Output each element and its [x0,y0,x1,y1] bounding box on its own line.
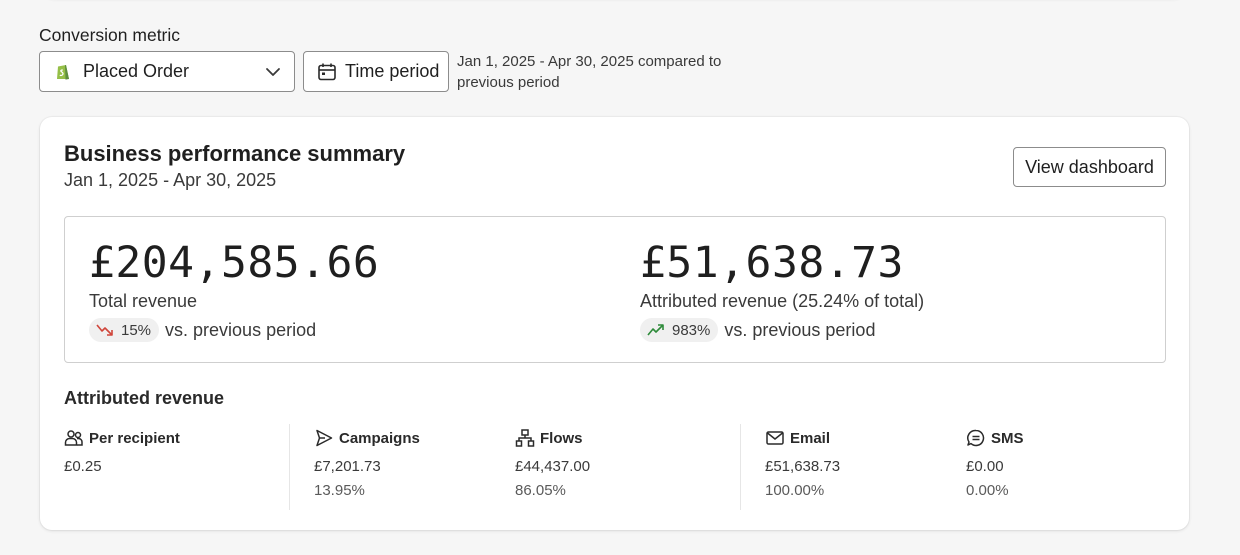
column-divider [740,424,741,510]
conversion-metric-label: Conversion metric [39,25,181,45]
shopify-icon [53,62,73,82]
column-per-recipient: Per recipient £0.25 [64,424,180,510]
total-revenue-delta: 15% vs. previous period [89,318,379,342]
column-value: £7,201.73 [314,458,381,475]
card-date-range: Jan 1, 2025 - Apr 30, 2025 [64,170,277,190]
chevron-down-icon [264,63,282,81]
column-value: £0.00 [966,458,1004,475]
column-value: £51,638.73 [765,458,841,475]
trend-down-icon [96,324,113,336]
view-dashboard-button[interactable]: View dashboard [1013,147,1166,187]
attributed-revenue-breakdown: Per recipient £0.25 Campaigns £7,201.73 [64,424,1166,510]
column-divider [289,424,290,510]
attributed-revenue-value: £51,638.73 [640,238,904,288]
attributed-revenue-metric: £51,638.73 Attributed revenue (25.24% of… [640,237,924,342]
column-label: Email [790,429,831,447]
change-value: 15% [121,321,152,339]
revenue-metrics-box: £204,585.66 Total revenue 15% vs. previo… [64,216,1166,363]
total-revenue-value: £204,585.66 [89,238,380,288]
column-label: Per recipient [89,429,180,447]
attributed-revenue-heading: Attributed revenue [64,388,225,408]
comparison-text: vs. previous period [165,319,317,340]
column-label: SMS [991,429,1024,447]
flow-icon [515,428,535,448]
mail-icon [765,428,785,448]
time-period-button[interactable]: Time period [303,51,449,92]
date-range-comparison-note: Jan 1, 2025 - Apr 30, 2025 compared to p… [457,53,722,91]
column-label: Flows [540,429,583,447]
attributed-revenue-label: Attributed revenue (25.24% of total) [640,291,925,311]
sms-icon [966,428,986,448]
conversion-metric-select[interactable]: Placed Order [39,51,295,92]
column-email: Email £51,638.73 100.00% [765,424,840,510]
business-performance-card: Business performance summary Jan 1, 2025… [40,117,1189,530]
change-value: 983% [672,321,711,339]
column-label: Campaigns [339,429,420,447]
total-revenue-metric: £204,585.66 Total revenue 15% vs. previo… [89,237,379,342]
column-campaigns: Campaigns £7,201.73 13.95% [314,424,420,510]
change-badge: 15% [89,318,160,342]
selected-metric: Placed Order [83,61,190,81]
column-sms: SMS £0.00 0.00% [966,424,1024,510]
send-icon [314,428,334,448]
column-flows: Flows £44,437.00 86.05% [515,424,590,510]
time-period-label: Time period [345,61,440,81]
column-percent: 0.00% [966,482,1009,499]
comparison-text: vs. previous period [724,319,876,340]
column-percent: 86.05% [515,482,566,499]
column-percent: 13.95% [314,482,365,499]
card-title: Business performance summary [64,141,406,166]
trend-up-icon [647,324,664,336]
total-revenue-label: Total revenue [89,291,198,311]
people-icon [64,428,84,448]
column-value: £44,437.00 [515,458,591,475]
attributed-revenue-delta: 983% vs. previous period [640,318,924,342]
column-value: £0.25 [64,458,102,475]
column-percent: 100.00% [765,482,825,499]
calendar-icon [317,62,337,82]
change-badge: 983% [640,318,719,342]
